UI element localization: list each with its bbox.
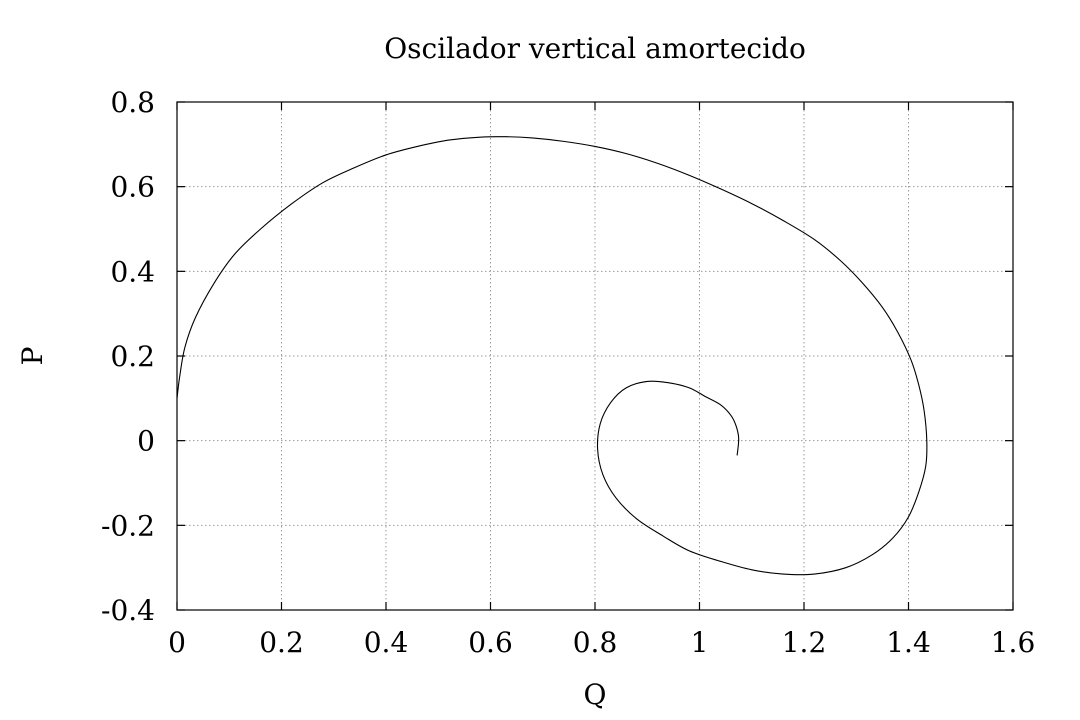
y-tick-label: 0 (137, 425, 155, 458)
y-tick-label: -0.2 (101, 509, 155, 542)
x-tick-label: 0 (168, 626, 186, 659)
y-tick-label: 0.8 (110, 86, 155, 119)
y-tick-label: 0.2 (110, 340, 155, 373)
x-tick-label: 0.8 (573, 626, 618, 659)
x-tick-label: 0.6 (468, 626, 513, 659)
y-axis-title: P (16, 347, 49, 366)
x-axis-title: Q (584, 678, 607, 711)
y-tick-label: 0.6 (110, 171, 155, 204)
series-line (176, 136, 928, 576)
y-tick-label: 0.4 (110, 255, 155, 288)
chart-title: Oscilador vertical amortecido (384, 32, 806, 65)
x-tick-label: 1 (691, 626, 709, 659)
x-tick-label: 1.2 (782, 626, 827, 659)
x-tick-label: 0.2 (259, 626, 304, 659)
axis-ticks: 0 0.2 0.4 0.6 0.8 1 1.2 1.4 1.6 -0.4 -0.2 0 0.2 0.4 0.… (101, 86, 1035, 659)
x-tick-label: 0.4 (364, 626, 409, 659)
series-layer (176, 136, 928, 576)
y-tick-label: -0.4 (101, 594, 155, 627)
x-tick-label: 1.4 (886, 626, 931, 659)
x-tick-label: 1.6 (991, 626, 1036, 659)
grid (177, 102, 1013, 610)
